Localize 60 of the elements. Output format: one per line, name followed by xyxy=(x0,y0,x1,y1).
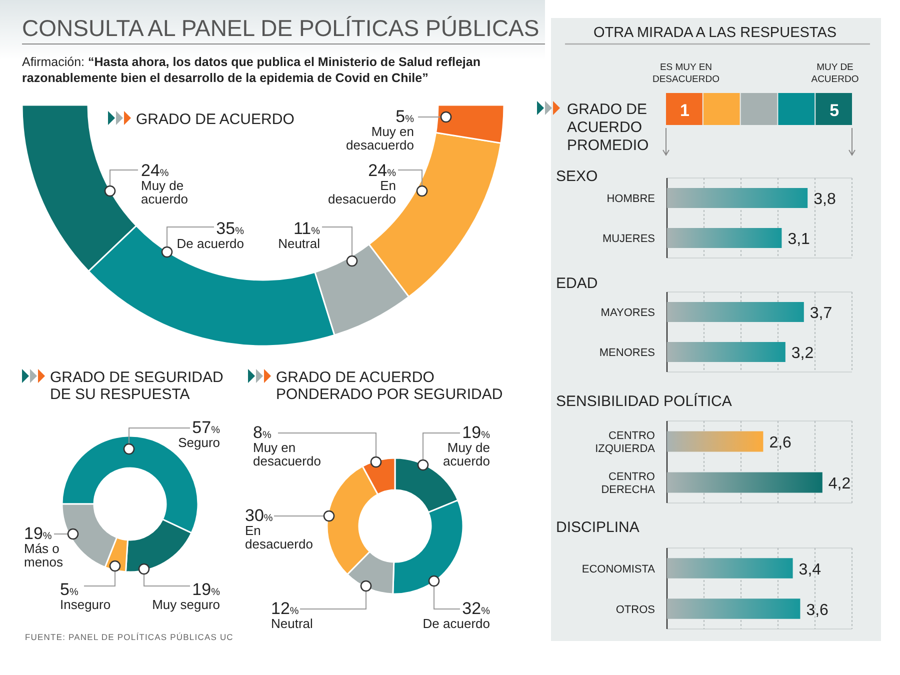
slice-label: De acuerdo xyxy=(176,236,244,251)
data-label: 3,8 xyxy=(814,191,836,208)
slice-label: Seguro xyxy=(178,435,220,450)
legend-title: GRADO DE ACUERDO PROMEDIO xyxy=(567,101,649,154)
data-label: 3,1 xyxy=(788,231,810,248)
y-tick-label: HOMBRE xyxy=(606,193,655,205)
data-label: 24% xyxy=(368,161,396,180)
slice-label: De acuerdo xyxy=(422,616,490,631)
y-tick-label: MAYORES xyxy=(600,307,655,319)
data-label: 3,6 xyxy=(806,602,829,619)
text: OTRA MIRADA A LAS RESPUESTAS xyxy=(593,25,837,41)
data-label: 5% xyxy=(60,580,78,599)
chart-title: GRADO DE ACUERDO xyxy=(136,111,294,128)
category-label: 1 xyxy=(680,101,690,120)
y-tick-label: MENORES xyxy=(599,347,655,359)
slice-label: Muy de acuerdo xyxy=(141,178,188,206)
data-label: 30% xyxy=(245,506,273,525)
data-label: 19% xyxy=(24,524,52,543)
slice-label: Neutral xyxy=(278,236,320,251)
data-label: 24% xyxy=(141,161,169,180)
chart-title: SEXO xyxy=(556,168,598,185)
slice-label: Muy en desacuerdo xyxy=(346,124,414,152)
chart-title: GRADO DE SEGURIDAD DE SU RESPUESTA xyxy=(50,369,224,403)
data-label: 19% xyxy=(462,423,490,442)
text: MUY DE ACUERDO xyxy=(811,62,859,85)
chart-title: SENSIBILIDAD POLÍTICA xyxy=(556,392,732,410)
data-label: 32% xyxy=(462,599,490,618)
chart-title: DISCIPLINA xyxy=(556,519,640,536)
data-label: 3,2 xyxy=(791,345,814,362)
y-tick-label: OTROS xyxy=(616,604,655,616)
data-label: 11% xyxy=(293,219,320,238)
data-label: 35% xyxy=(216,219,244,238)
data-label: 4,2 xyxy=(828,476,851,492)
text: ES MUY EN DESACUERDO xyxy=(652,62,720,85)
slice-label: Más o menos xyxy=(24,541,64,570)
source-note: FUENTE: PANEL DE POLÍTICAS PÚBLICAS UC xyxy=(25,632,234,642)
slice-label: Neutral xyxy=(271,616,314,631)
data-label: 8% xyxy=(253,423,272,442)
slice-label: En desacuerdo xyxy=(328,178,396,206)
category-label: 5 xyxy=(830,101,840,120)
data-label: 3,7 xyxy=(810,305,832,322)
y-tick-label: CENTRO IZQUIERDA xyxy=(595,430,656,455)
data-label: 2,6 xyxy=(769,434,792,452)
slice-label: Inseguro xyxy=(60,597,111,612)
chart-title: GRADO DE ACUERDO PONDERADO POR SEGURIDAD xyxy=(276,369,503,403)
data-label: 57% xyxy=(192,418,220,437)
chart-title: EDAD xyxy=(556,275,598,292)
text: CONSULTA AL PANEL DE POLÍTICAS PÚBLICAS xyxy=(22,15,540,41)
slice-label: Muy de acuerdo xyxy=(443,440,490,468)
text: Afirmación: “Hasta ahora, los datos que publica el Ministerio de Salud reflejan razonablemente bien el desarrollo de la epidemia de Covid en Chile” xyxy=(22,55,480,85)
data-label: 19% xyxy=(192,580,220,599)
y-tick-label: MUJERES xyxy=(602,233,655,245)
data-label: 5% xyxy=(396,107,414,126)
y-tick-label: CENTRO DERECHA xyxy=(601,471,656,496)
slice-label: En desacuerdo xyxy=(245,523,313,552)
data-label: 12% xyxy=(271,599,299,618)
slice-label: Muy en desacuerdo xyxy=(253,440,321,468)
slice-label: Muy seguro xyxy=(152,597,220,612)
data-label: 3,4 xyxy=(798,561,822,578)
y-tick-label: ECONOMISTA xyxy=(582,563,656,576)
